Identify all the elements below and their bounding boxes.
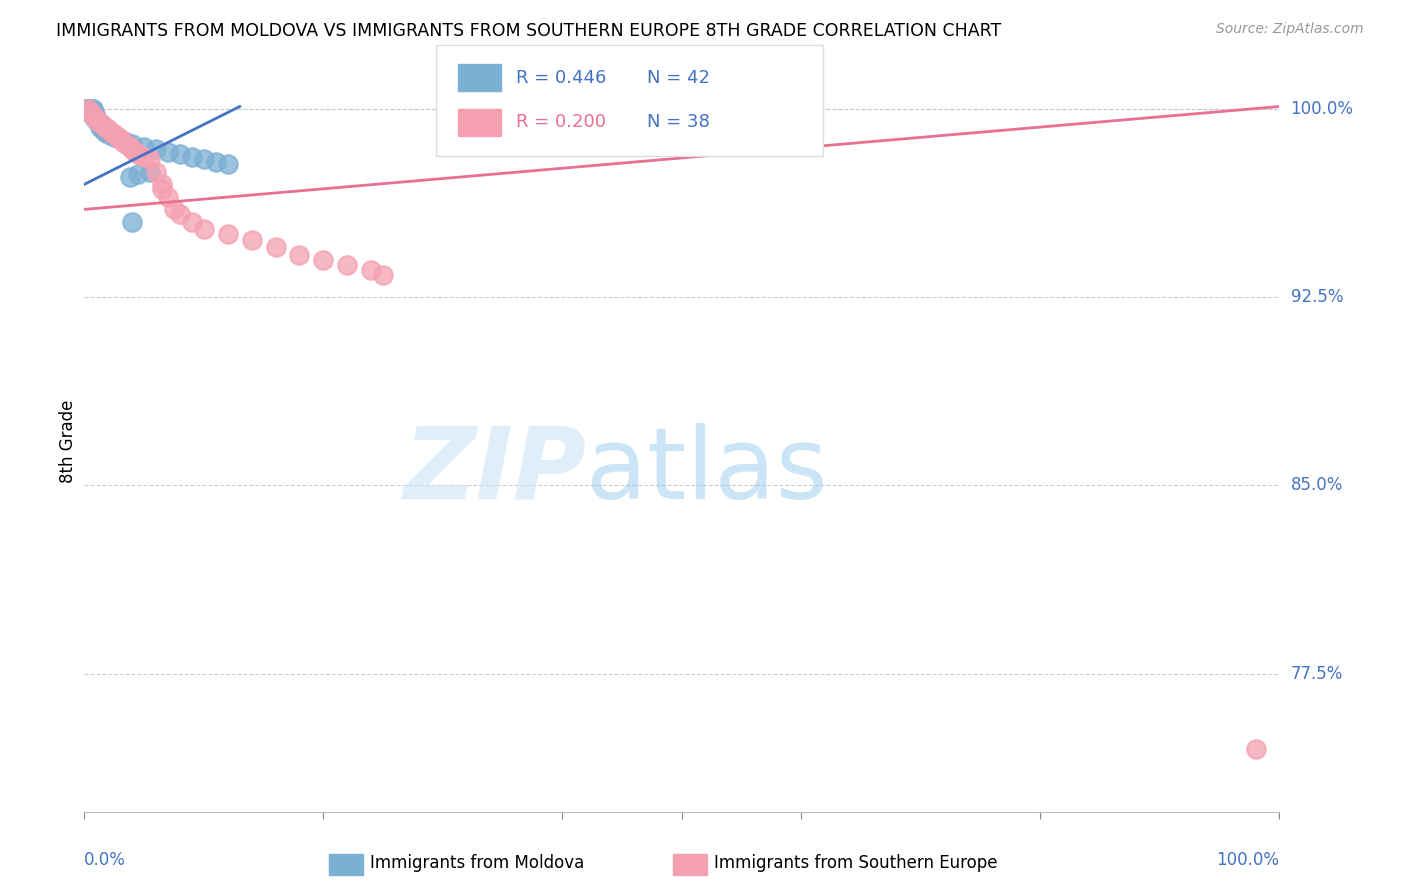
Point [118,169,141,184]
Text: ZIP: ZIP [404,423,586,520]
Text: 100.0%: 100.0% [1216,851,1279,869]
Point [77,104,100,119]
Point [145,142,167,156]
Y-axis label: 8th Grade: 8th Grade [59,400,77,483]
Point [181,215,204,229]
Point [93,125,115,139]
Point [80,102,103,116]
Point [373,268,395,282]
Point [118,139,141,153]
Point [77,102,100,116]
Point [150,182,173,196]
Point [163,202,186,217]
Point [91,122,114,136]
Point [97,122,120,136]
Point [139,165,162,179]
Point [111,135,134,149]
Text: R = 0.446: R = 0.446 [516,69,606,87]
Point [76,104,98,119]
Point [83,104,105,119]
Point [79,104,101,119]
Point [121,142,143,156]
Point [87,114,110,128]
Point [77,102,100,116]
Text: N = 42: N = 42 [647,69,710,87]
Point [169,147,191,161]
Text: 100.0%: 100.0% [1291,100,1354,118]
Point [83,107,105,121]
Point [132,139,156,153]
Point [127,167,149,181]
Point [89,120,111,134]
Point [336,258,359,272]
Point [93,120,115,134]
Point [360,262,382,277]
Point [86,112,108,126]
Point [127,147,149,161]
Point [103,129,125,144]
Text: Source: ZipAtlas.com: Source: ZipAtlas.com [1216,22,1364,37]
Point [77,102,100,116]
Point [83,110,105,124]
Point [103,127,125,141]
Point [100,125,122,139]
Point [115,137,138,152]
Point [264,240,287,254]
Point [80,104,103,119]
Text: 0.0%: 0.0% [84,851,127,869]
Point [91,117,114,131]
Point [110,132,132,146]
Point [157,145,180,159]
Point [193,222,215,236]
Text: R = 0.200: R = 0.200 [516,113,606,131]
Point [193,152,215,166]
Text: 92.5%: 92.5% [1291,288,1343,306]
Point [181,150,204,164]
Point [288,247,311,261]
Point [84,110,107,124]
Point [217,157,239,171]
Point [80,107,103,121]
Point [82,107,104,121]
Point [77,104,100,119]
Text: Immigrants from Southern Europe: Immigrants from Southern Europe [714,855,998,872]
Text: IMMIGRANTS FROM MOLDOVA VS IMMIGRANTS FROM SOUTHERN EUROPE 8TH GRADE CORRELATION: IMMIGRANTS FROM MOLDOVA VS IMMIGRANTS FR… [56,22,1001,40]
Point [217,227,239,242]
Point [110,132,132,146]
Point [86,112,108,126]
Point [115,135,138,149]
Text: N = 38: N = 38 [647,113,710,131]
Point [139,152,162,166]
Text: atlas: atlas [586,423,828,520]
Point [145,165,167,179]
Point [76,102,98,116]
Point [1244,742,1267,756]
Point [312,252,335,267]
Point [82,102,104,116]
Point [86,110,108,124]
Point [97,127,120,141]
Point [157,190,180,204]
Point [107,129,129,144]
Point [84,112,107,126]
Point [121,215,143,229]
Point [205,154,228,169]
Point [150,178,173,192]
Text: Immigrants from Moldova: Immigrants from Moldova [370,855,583,872]
Text: 85.0%: 85.0% [1291,476,1343,494]
Point [240,233,263,247]
Point [124,145,146,159]
Point [132,150,156,164]
Text: 77.5%: 77.5% [1291,665,1343,682]
Point [77,102,100,116]
Point [87,117,110,131]
Point [121,137,143,152]
Point [86,114,108,128]
Point [79,102,101,116]
Point [79,104,101,119]
Point [75,102,97,116]
Point [169,207,191,221]
